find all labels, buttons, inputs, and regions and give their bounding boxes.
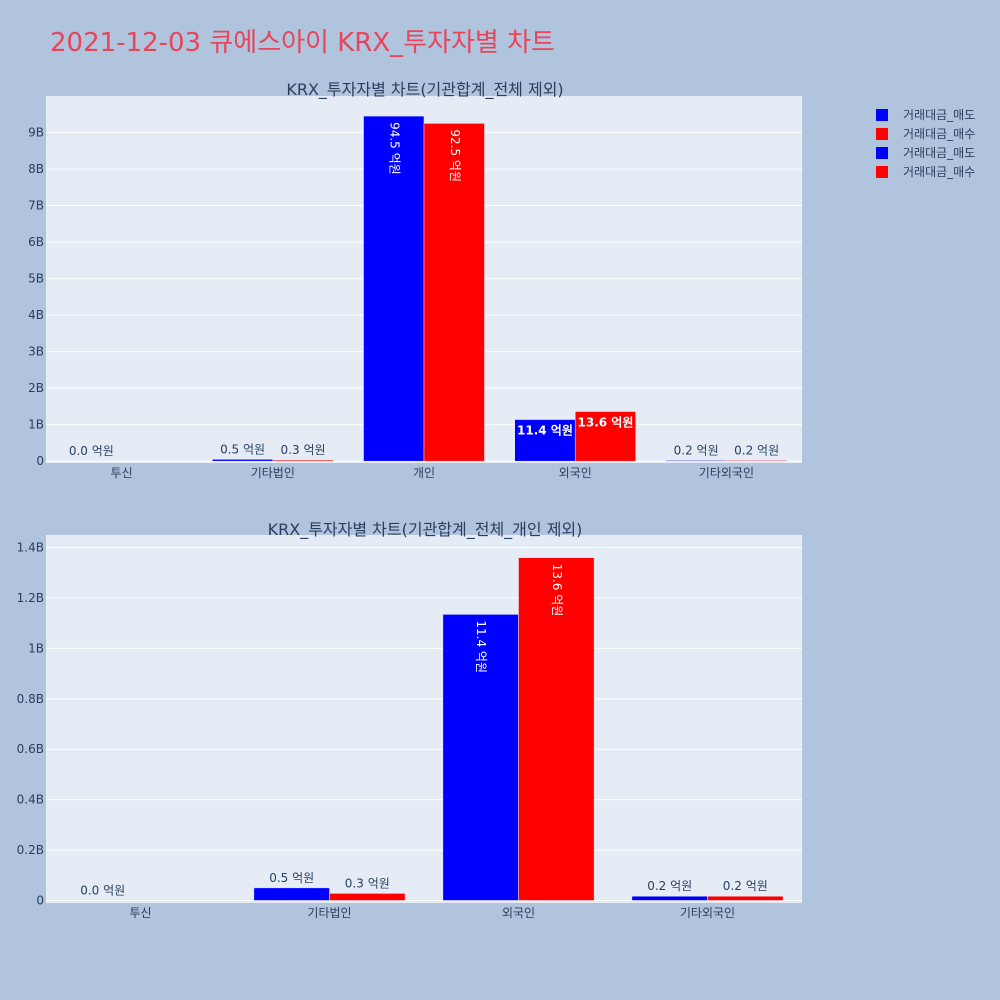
data-label: 0.5 억원 — [220, 442, 265, 456]
x-tick-label: 기타외국인 — [680, 906, 735, 920]
y-tick-label: 9B — [28, 126, 44, 140]
y-tick-label: 7B — [28, 199, 44, 213]
data-label: 0.3 억원 — [281, 443, 326, 457]
y-tick-label: 0.4B — [17, 793, 44, 807]
x-tick-label: 개인 — [413, 466, 435, 480]
bar — [631, 895, 708, 901]
bar — [726, 460, 788, 462]
data-label: 0.5 억원 — [269, 871, 314, 885]
data-label: 11.4 억원 — [474, 620, 488, 673]
bar — [707, 895, 784, 901]
x-tick-label: 투신 — [129, 906, 151, 920]
data-label: 13.6 억원 — [578, 416, 634, 430]
x-tick-label: 기타외국인 — [699, 466, 754, 480]
y-tick-label: 1.2B — [17, 591, 44, 605]
y-tick-label: 0 — [36, 454, 44, 468]
legend-swatch[interactable] — [876, 147, 888, 159]
chart-title: KRX_투자자별 차트(기관합계_전체_개인 제외) — [268, 520, 583, 540]
y-tick-label: 1B — [28, 418, 44, 432]
x-tick-label: 투신 — [111, 466, 133, 480]
data-label: 0.2 억원 — [734, 443, 779, 457]
legend-label[interactable]: 거래대금_매수 — [903, 127, 975, 141]
legend-swatch[interactable] — [876, 166, 888, 178]
y-tick-label: 6B — [28, 235, 44, 249]
bar — [272, 459, 334, 462]
data-label: 92.5 억원 — [448, 129, 462, 182]
y-tick-label: 4B — [28, 308, 44, 322]
legend-label[interactable]: 거래대금_매도 — [903, 146, 975, 160]
bar — [212, 459, 274, 462]
y-tick-label: 0.2B — [17, 843, 44, 857]
legend-swatch[interactable] — [876, 128, 888, 140]
data-label: 0.2 억원 — [723, 879, 768, 893]
bar — [518, 557, 595, 901]
y-tick-label: 0.8B — [17, 692, 44, 706]
chart-bottom: 0 0.2B 0.4B 0.6B 0.8B 1B 1.2B 1.4B KRX_투자자별 차트(기… — [17, 520, 802, 920]
data-label: 0.3 억원 — [345, 876, 390, 890]
chart-top: 0 1B 2B 3B 4B 5B 6B 7B 8B 9B KRX_투자자별 차트(기관합계_전체 제… — [28, 80, 802, 480]
data-label: 94.5 억원 — [387, 122, 401, 175]
legend-swatch[interactable] — [876, 109, 888, 121]
y-tick-label: 5B — [28, 272, 44, 286]
bar — [423, 123, 485, 462]
legend-label[interactable]: 거래대금_매수 — [903, 165, 975, 179]
x-tick-label: 기타법인 — [251, 466, 295, 480]
data-label: 0.2 억원 — [647, 879, 692, 893]
y-tick-label: 3B — [28, 345, 44, 359]
y-tick-label: 1.4B — [17, 541, 44, 555]
bar — [574, 411, 636, 462]
y-tick-label: 1B — [28, 641, 44, 655]
bar — [363, 115, 425, 462]
legend-label[interactable]: 거래대금_매도 — [903, 108, 975, 122]
bar — [253, 887, 330, 901]
data-label: 0.2 억원 — [674, 443, 719, 457]
y-tick-label: 0.6B — [17, 742, 44, 756]
plot-area — [46, 535, 802, 903]
x-tick-label: 외국인 — [559, 466, 592, 480]
data-label: 11.4 억원 — [517, 424, 573, 438]
page-title: 2021-12-03 큐에스아이 KRX_투자자별 차트 — [50, 28, 555, 58]
y-tick-label: 8B — [28, 162, 44, 176]
y-tick-label: 0 — [36, 893, 44, 907]
y-tick-label: 2B — [28, 381, 44, 395]
data-label: 0.0 억원 — [69, 444, 114, 458]
x-tick-label: 기타법인 — [307, 906, 351, 920]
data-label: 0.0 억원 — [80, 883, 125, 897]
data-label: 13.6 억원 — [550, 564, 564, 617]
chart-title: KRX_투자자별 차트(기관합계_전체 제외) — [286, 80, 563, 100]
bar — [514, 419, 576, 462]
x-tick-label: 외국인 — [502, 906, 535, 920]
bar — [329, 893, 406, 901]
bar — [665, 460, 727, 462]
